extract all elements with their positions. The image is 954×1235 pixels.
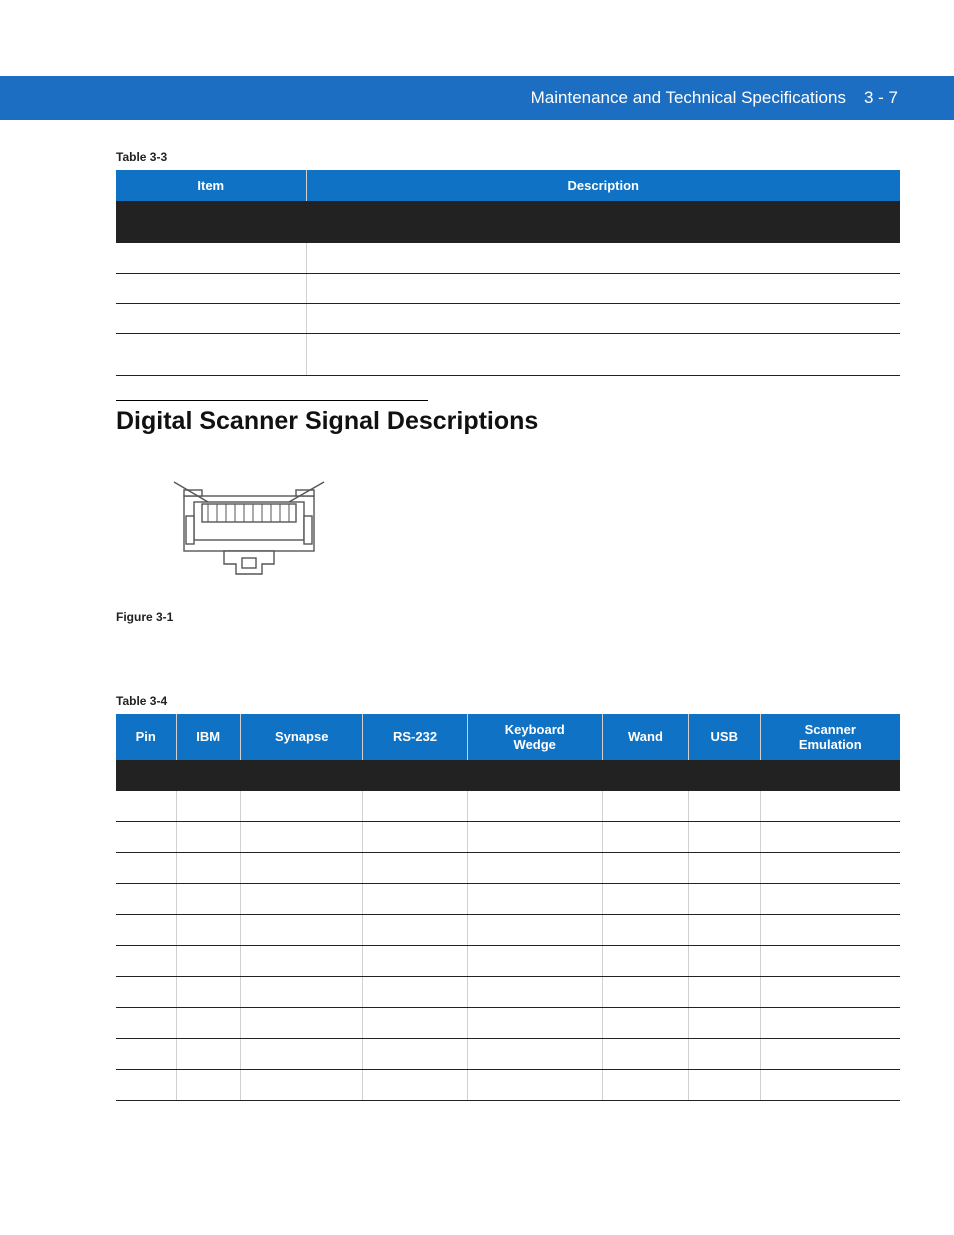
table-row (116, 243, 900, 273)
table-3-3: Item Description (116, 170, 900, 376)
col-keyboard-wedge: KeyboardWedge (467, 714, 602, 760)
col-usb: USB (689, 714, 761, 760)
table-row (116, 977, 900, 1008)
figure-3-1 (164, 476, 900, 596)
header-title: Maintenance and Technical Specifications (531, 88, 846, 108)
col-description: Description (306, 170, 900, 201)
table-row (116, 915, 900, 946)
table-3-3-label: Table 3-3 (116, 150, 900, 164)
col-wand: Wand (602, 714, 688, 760)
table-row (116, 1008, 900, 1039)
section-title: Digital Scanner Signal Descriptions (116, 407, 900, 436)
table-row (116, 273, 900, 303)
col-pin: Pin (116, 714, 176, 760)
col-scanner-emulation: ScannerEmulation (760, 714, 900, 760)
table-row (116, 853, 900, 884)
table-row (116, 333, 900, 375)
rj-connector-icon (164, 476, 334, 596)
table-row (116, 1039, 900, 1070)
section-rule (116, 400, 428, 401)
table-row (116, 884, 900, 915)
col-synapse: Synapse (240, 714, 363, 760)
col-rs232: RS-232 (363, 714, 467, 760)
header-page-number: 3 - 7 (864, 88, 898, 108)
table-3-4-label: Table 3-4 (116, 694, 900, 708)
table-3-3-body (116, 243, 900, 375)
section-heading: Digital Scanner Signal Descriptions (116, 400, 900, 436)
col-ibm: IBM (176, 714, 240, 760)
table-3-4-body (116, 791, 900, 1101)
page-content: Table 3-3 Item Description Digital Scann… (116, 150, 900, 1125)
table-row (116, 303, 900, 333)
page-header: Maintenance and Technical Specifications… (0, 76, 954, 120)
table-3-4: Pin IBM Synapse RS-232 KeyboardWedge Wan… (116, 714, 900, 1102)
table-row (116, 1070, 900, 1101)
table-row (116, 791, 900, 822)
figure-3-1-label: Figure 3-1 (116, 610, 900, 624)
table-row (116, 822, 900, 853)
col-item: Item (116, 170, 306, 201)
table-row (116, 946, 900, 977)
